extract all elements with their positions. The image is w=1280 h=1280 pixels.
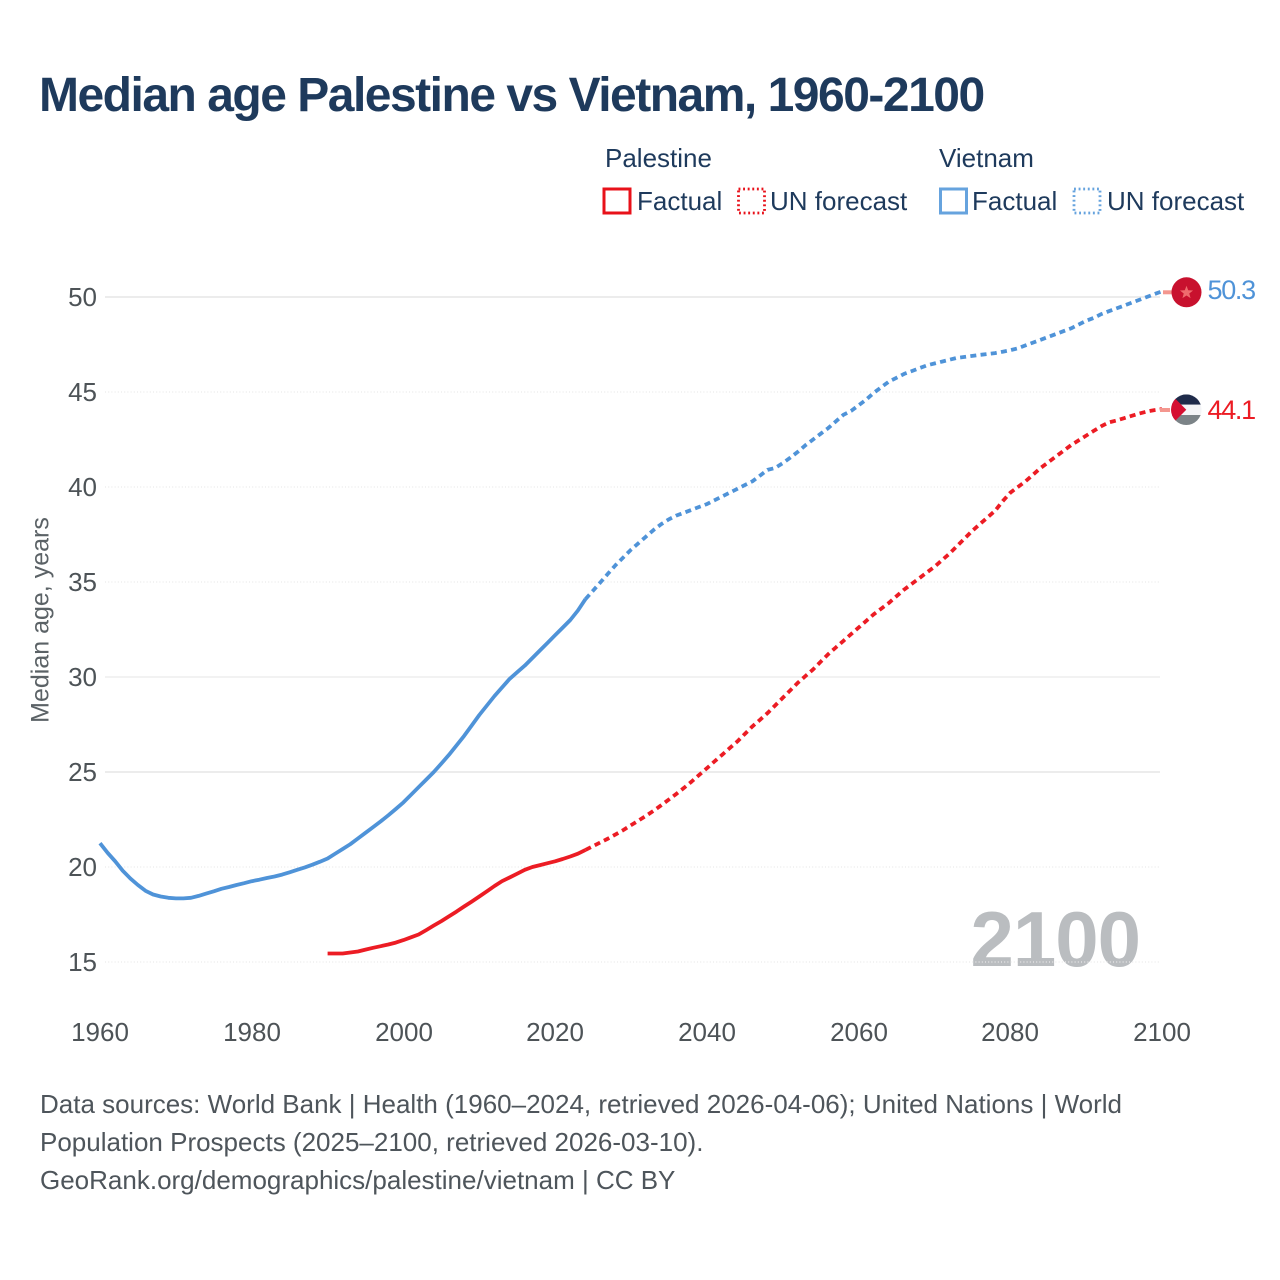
svg-text:2040: 2040 — [678, 1017, 736, 1047]
svg-text:2080: 2080 — [981, 1017, 1039, 1047]
svg-text:Factual: Factual — [637, 186, 722, 216]
svg-text:1960: 1960 — [71, 1017, 129, 1047]
svg-text:Vietnam: Vietnam — [939, 143, 1034, 173]
svg-text:15: 15 — [68, 947, 97, 977]
svg-text:40: 40 — [68, 472, 97, 502]
svg-text:Factual: Factual — [972, 186, 1057, 216]
svg-text:30: 30 — [68, 662, 97, 692]
svg-text:Palestine: Palestine — [605, 143, 712, 173]
svg-text:35: 35 — [68, 567, 97, 597]
svg-text:Median age, years: Median age, years — [27, 517, 55, 723]
svg-text:50: 50 — [68, 282, 97, 312]
svg-text:20: 20 — [68, 852, 97, 882]
svg-text:GeoRank.org/demographics/pales: GeoRank.org/demographics/palestine/vietn… — [40, 1165, 675, 1195]
svg-text:2060: 2060 — [830, 1017, 888, 1047]
svg-text:Data sources: World Bank | Hea: Data sources: World Bank | Health (1960–… — [40, 1089, 1122, 1119]
svg-text:Median age Palestine vs Vietna: Median age Palestine vs Vietnam, 1960-21… — [39, 69, 984, 122]
svg-text:1980: 1980 — [223, 1017, 281, 1047]
svg-text:UN forecast: UN forecast — [770, 186, 908, 216]
svg-text:UN forecast: UN forecast — [1107, 186, 1245, 216]
svg-text:50.3: 50.3 — [1208, 275, 1256, 305]
svg-text:2100: 2100 — [970, 895, 1140, 983]
svg-text:2100: 2100 — [1133, 1017, 1191, 1047]
svg-text:Population Prospects (2025–210: Population Prospects (2025–2100, retriev… — [40, 1127, 703, 1157]
svg-text:45: 45 — [68, 377, 97, 407]
svg-text:2020: 2020 — [526, 1017, 584, 1047]
svg-text:25: 25 — [68, 757, 97, 787]
svg-text:44.1: 44.1 — [1208, 395, 1256, 425]
svg-text:2000: 2000 — [375, 1017, 433, 1047]
